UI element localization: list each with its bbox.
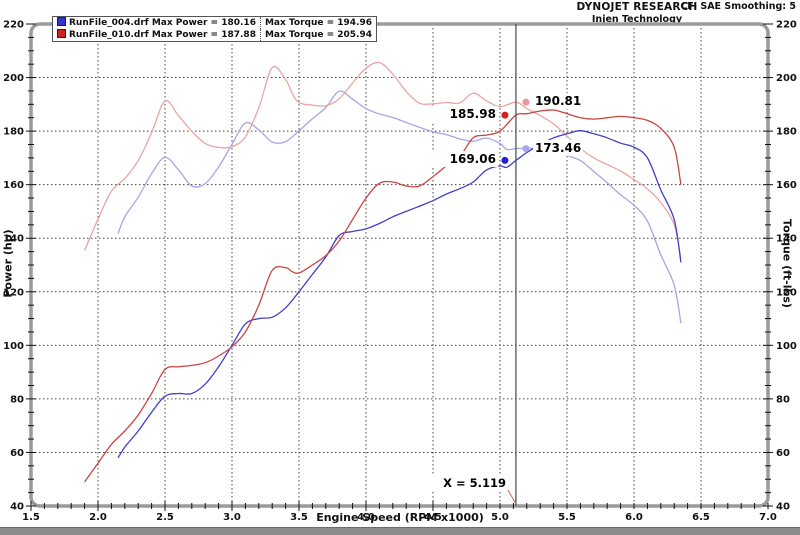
- cursor-value-torque-run004: 173.46: [532, 139, 584, 156]
- cursor-dot-torque_run004: [522, 145, 530, 153]
- page-subtitle: Injen Technology: [591, 14, 683, 25]
- run010-file-label: RunFile_010.drf: [69, 30, 149, 40]
- legend-row-run010[interactable]: RunFile_010.drf Max Power = 187.88 Max T…: [53, 29, 377, 42]
- run004-max-power: Max Power = 180.16: [151, 18, 256, 28]
- tick-label: 3.5: [290, 512, 308, 523]
- tick-label: 180: [776, 127, 797, 138]
- plot-frame: [29, 22, 770, 508]
- right-axis-title: Torque (ft-lbs): [780, 219, 794, 308]
- cursor-pointer-line: [507, 489, 517, 505]
- tick-label: 160: [776, 180, 797, 191]
- tick-label: 5.0: [491, 512, 509, 523]
- run010-max-torque: Max Torque = 205.94: [259, 29, 377, 42]
- run010-max-power: Max Power = 187.88: [151, 30, 256, 40]
- bottom-axis-title: Engine Speed (RPM x1000): [316, 511, 484, 524]
- run004-file-label: RunFile_004.drf: [69, 18, 149, 28]
- runfile-010-drf-power-curve: [84, 109, 682, 483]
- tick-label: 140: [776, 234, 797, 245]
- tick-label: 100: [3, 341, 24, 352]
- tick-label: 2.5: [156, 512, 174, 523]
- tick-label: 7.0: [759, 512, 777, 523]
- tick-label: 100: [776, 341, 797, 352]
- window-bottom-edge: [0, 527, 800, 535]
- tick-label: 40: [10, 502, 24, 513]
- runfile-010-drf-torque-curve: [84, 61, 682, 259]
- tick-label: 4.0: [357, 512, 375, 523]
- tick-label: 140: [3, 234, 24, 245]
- run010-color-swatch: [57, 29, 66, 38]
- left-axis-title: Power (hp): [1, 229, 15, 298]
- tick-label: 5.5: [558, 512, 576, 523]
- tick-label: 40: [776, 502, 790, 513]
- tick-label: 180: [3, 127, 24, 138]
- tick-label: 120: [3, 287, 24, 298]
- correction-smoothing-label: CF: SAE Smoothing: 5: [680, 1, 796, 12]
- page-title: DYNOJET RESEARCH: [576, 1, 698, 13]
- tick-label: 80: [776, 394, 790, 405]
- tick-label: 80: [10, 394, 24, 405]
- cursor-value-power-run010: 185.98: [431, 106, 498, 123]
- cursor-dot-power_run004: [501, 156, 509, 164]
- tick-label: 120: [776, 287, 797, 298]
- runfile-004-drf-torque-curve: [117, 90, 682, 324]
- tick-label: 200: [776, 73, 797, 84]
- tick-label: 160: [3, 180, 24, 191]
- tick-label: 220: [3, 20, 24, 31]
- cursor-x-readout: X = 5.119: [428, 476, 506, 490]
- tick-label: 4.5: [424, 512, 442, 523]
- tick-label: 60: [10, 448, 24, 459]
- runfile-004-drf-power-curve: [117, 130, 682, 459]
- run004-max-torque: Max Torque = 194.96: [259, 16, 377, 29]
- run-legend: RunFile_004.drf Max Power = 180.16 Max T…: [52, 16, 377, 42]
- tick-label: 1.5: [22, 512, 40, 523]
- cursor-dot-power_run010: [501, 111, 509, 119]
- cursor-value-power-run004: 169.06: [431, 151, 498, 168]
- tick-label: 2.0: [89, 512, 107, 523]
- tick-label: 200: [3, 73, 24, 84]
- legend-row-run004[interactable]: RunFile_004.drf Max Power = 180.16 Max T…: [53, 16, 377, 29]
- tick-label: 6.5: [692, 512, 710, 523]
- cursor-dot-torque_run010: [522, 98, 530, 106]
- tick-label: 3.0: [223, 512, 241, 523]
- tick-label: 220: [776, 20, 797, 31]
- run004-color-swatch: [57, 17, 66, 26]
- cursor-value-torque-run010: 190.81: [532, 93, 584, 110]
- tick-label: 60: [776, 448, 790, 459]
- tick-label: 6.0: [625, 512, 643, 523]
